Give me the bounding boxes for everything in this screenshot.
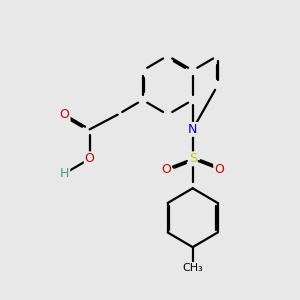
- Text: H: H: [60, 167, 69, 180]
- Text: O: O: [60, 108, 70, 121]
- Text: N: N: [188, 123, 197, 136]
- Text: CH₃: CH₃: [182, 263, 203, 273]
- Text: O: O: [214, 163, 224, 176]
- Text: S: S: [189, 152, 197, 165]
- Text: O: O: [161, 163, 171, 176]
- Text: O: O: [85, 152, 94, 165]
